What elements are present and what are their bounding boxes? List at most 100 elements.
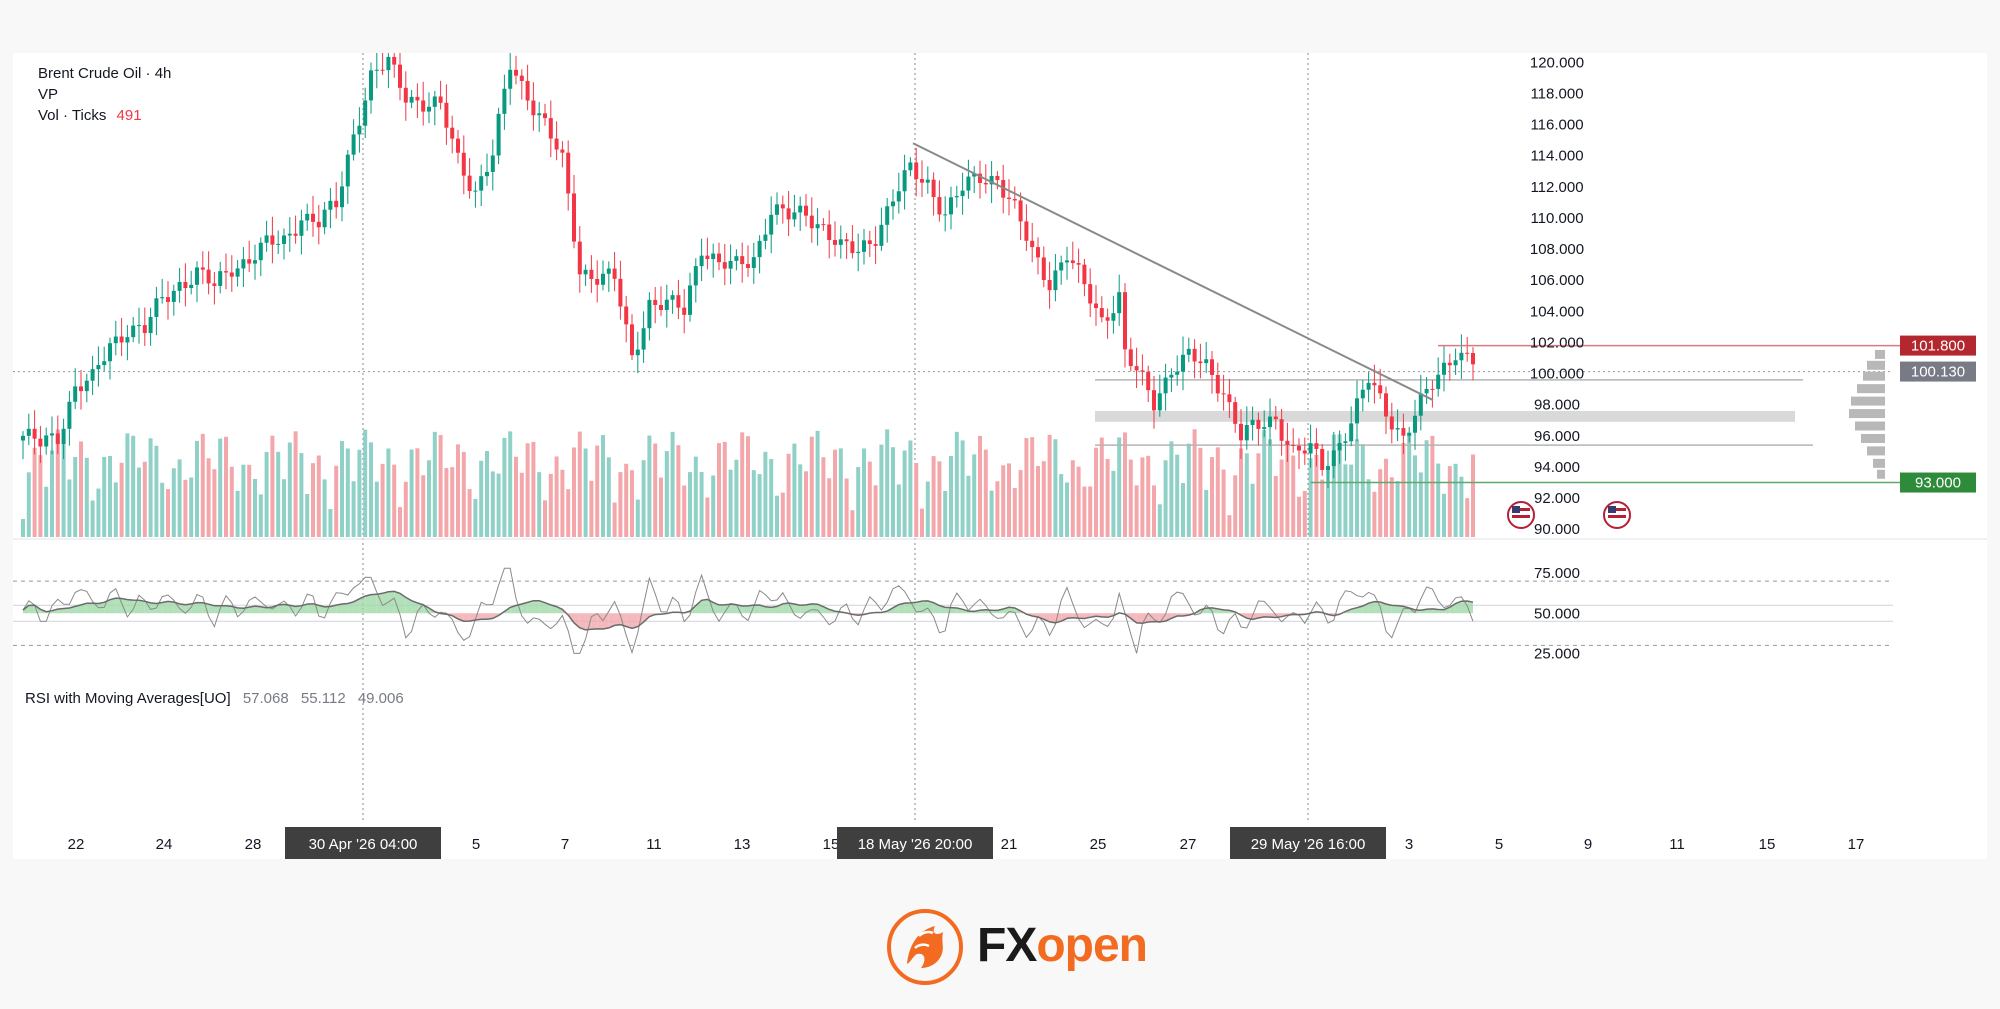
volume-bar (183, 479, 188, 537)
candle-body (351, 134, 356, 155)
volume-bar (322, 479, 327, 537)
rsi-fill (405, 597, 412, 614)
volume-bar (1268, 439, 1272, 537)
candle-body (1134, 366, 1139, 371)
volume-bar (1007, 463, 1011, 537)
candle-body (224, 271, 228, 273)
volume-bar (299, 453, 304, 537)
candle-body (1163, 377, 1168, 394)
candle-body (1088, 284, 1093, 304)
rsi-fill (139, 600, 145, 614)
candle-body (392, 56, 397, 65)
candle-body (792, 212, 797, 220)
volume-bar (508, 431, 513, 537)
volume-profile-bar (1861, 433, 1885, 443)
volume-bar (1314, 454, 1319, 537)
candle-body (740, 256, 745, 265)
x-tick-label: 22 (68, 836, 85, 853)
price-tick-label: 120.000 (1530, 54, 1584, 71)
candle-body (1326, 466, 1330, 470)
candle-body (728, 260, 733, 269)
rsi-fill (1391, 605, 1398, 614)
volume-bar (722, 441, 727, 537)
candle-body (322, 209, 327, 228)
rsi-fill (632, 613, 638, 629)
candle-body (496, 113, 501, 156)
flag-canton (1608, 506, 1616, 513)
candle-body (1239, 423, 1243, 441)
volume-bar (862, 448, 866, 537)
price-tick-label: 96.000 (1534, 428, 1580, 445)
volume-bar (537, 472, 542, 537)
supply-zone (1095, 410, 1795, 422)
volume-bar (659, 477, 663, 537)
x-tick-label: 5 (472, 836, 480, 853)
candle-body (189, 284, 194, 289)
volume-bar (340, 440, 344, 537)
rsi-fill (162, 601, 168, 614)
candle-body (32, 428, 37, 439)
candle-body (415, 96, 420, 101)
volume-bar (154, 445, 159, 537)
volume-bar (1082, 486, 1087, 537)
rsi-fill (719, 604, 725, 614)
rsi-fill (75, 604, 81, 614)
candle-body (1007, 197, 1011, 199)
candle-body (949, 197, 953, 215)
volume-bar (1447, 466, 1452, 537)
volume-bar (1395, 481, 1400, 537)
volume-bar (815, 430, 820, 537)
volume-bar (891, 447, 895, 537)
volume-bar (838, 448, 843, 537)
volume-bar (218, 438, 223, 537)
candle-body (1012, 198, 1017, 201)
rsi-fill (388, 591, 395, 614)
candle-body (937, 197, 942, 215)
volume-bar (444, 467, 449, 537)
rsi-fill (284, 604, 290, 614)
candle-body (1418, 393, 1423, 416)
candle-body (664, 299, 669, 311)
candle-body (920, 179, 924, 183)
volume-bar (1256, 453, 1261, 537)
volume-bar (780, 492, 785, 537)
volume-bar (734, 459, 739, 537)
candle-body (1198, 361, 1203, 364)
volume-profile-bar (1867, 360, 1885, 370)
rsi-fill (1067, 613, 1073, 619)
rsi-fill (765, 606, 772, 614)
price-badge (1900, 335, 1976, 356)
volume-bar (960, 440, 965, 537)
candle-body (340, 186, 344, 208)
volume-bar (293, 431, 298, 537)
candle-body (264, 235, 269, 243)
rsi-fill (1049, 613, 1056, 623)
candle-body (537, 113, 542, 116)
volume-bar (357, 449, 362, 537)
chart-svg: 120.000 118.000 116.000 114.000 112.000 110.0… (13, 53, 1987, 859)
volume-bar (856, 467, 861, 537)
rsi-fill (289, 605, 296, 614)
price-badge (1900, 361, 1976, 382)
candle-body (270, 235, 275, 245)
x-tick-label: 7 (561, 836, 569, 853)
candle-body (1372, 382, 1377, 386)
volume-bar (798, 464, 803, 537)
volume-bar (1436, 463, 1441, 537)
candle-body (566, 152, 571, 194)
volume-bar (311, 463, 315, 537)
rsi-fill (811, 603, 818, 614)
volume-bar (688, 472, 692, 537)
volume-bar (786, 453, 791, 537)
volume-bar (1210, 457, 1214, 537)
volume-bar (635, 499, 640, 537)
vol-label: Vol · Ticks (38, 107, 107, 124)
price-tick-label: 116.000 (1530, 117, 1583, 134)
price-tick-label: 118.000 (1530, 85, 1583, 102)
candle-body (624, 306, 629, 325)
candle-body (1030, 240, 1035, 248)
volume-bar (525, 443, 530, 537)
candle-body (183, 281, 188, 289)
volume-bar (282, 479, 286, 537)
rsi-fill (115, 598, 122, 614)
